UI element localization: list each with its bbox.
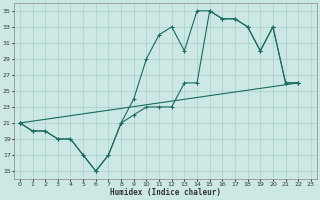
X-axis label: Humidex (Indice chaleur): Humidex (Indice chaleur) (110, 188, 221, 197)
